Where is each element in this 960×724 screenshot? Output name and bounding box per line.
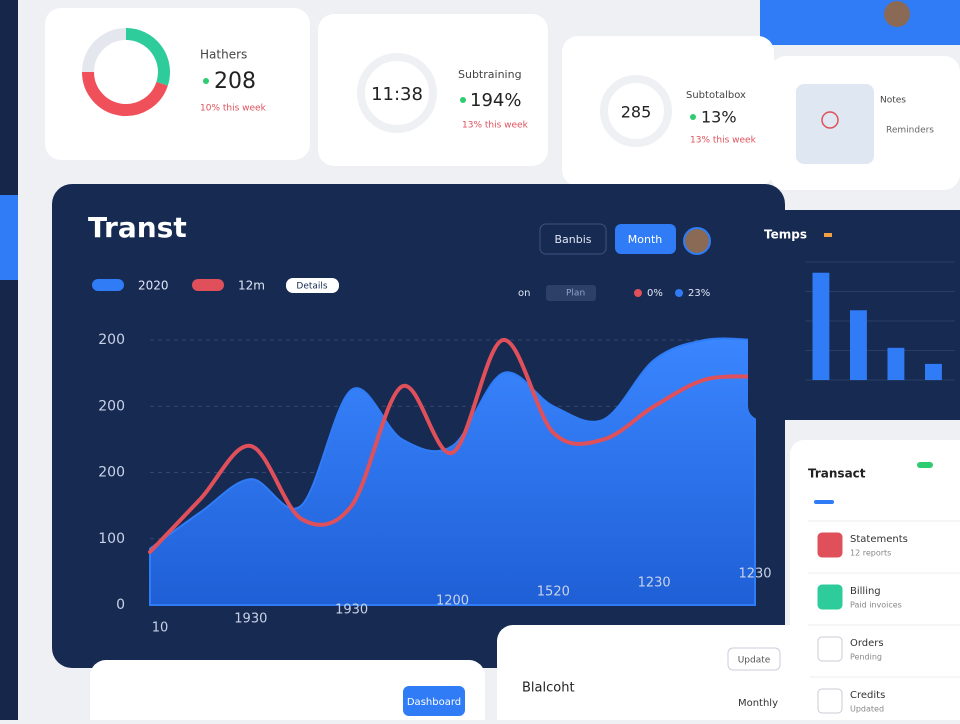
ring-label: 285: [621, 103, 652, 122]
card-note: 13% this week: [462, 121, 529, 131]
card-title: Subtotalbox: [686, 90, 746, 101]
chart-title: Temps: [764, 228, 807, 242]
x-tick-label: 1930: [335, 603, 368, 618]
y-tick-label: 0: [116, 597, 125, 613]
card-title: Notes: [880, 96, 906, 106]
y-tick-label: 200: [98, 465, 125, 481]
thumbnail: [796, 84, 874, 164]
item-label: Credits: [850, 690, 885, 701]
top-bar: [760, 0, 960, 45]
legend-label: 2020: [138, 279, 169, 293]
x-tick-label: 1230: [738, 567, 771, 582]
item-label: Orders: [850, 638, 884, 649]
donut-segment: [125, 28, 170, 86]
tag[interactable]: [727, 647, 781, 671]
card-note: 13% this week: [690, 136, 757, 146]
legend-swatch: [92, 279, 124, 291]
progress: [814, 500, 834, 504]
ring: [600, 75, 672, 147]
status: [917, 462, 933, 468]
card: [90, 660, 485, 724]
x-tick-label: 1930: [234, 612, 267, 627]
card-note: Reminders: [886, 126, 934, 136]
bar: [812, 272, 830, 380]
control-label: on: [518, 288, 530, 299]
select[interactable]: [546, 285, 596, 301]
dot: [690, 114, 696, 120]
dot: [634, 289, 642, 297]
legend-swatch: [192, 279, 224, 291]
tag-label: Monthly: [738, 698, 778, 709]
item-sub: Paid invoices: [850, 601, 902, 610]
legend-swatch: [824, 233, 832, 237]
y-tick-label: 100: [98, 531, 125, 547]
control-label: 23%: [688, 288, 710, 299]
item-label: Billing: [850, 586, 881, 597]
x-tick-label: 1230: [638, 576, 671, 591]
ring: [357, 53, 437, 133]
donut-segment: [82, 71, 168, 116]
legend-pill[interactable]: [286, 278, 339, 293]
button[interactable]: [539, 223, 607, 255]
card: [497, 625, 810, 724]
avatar[interactable]: [884, 1, 910, 27]
card-value: 194%: [470, 90, 521, 111]
bar: [850, 310, 867, 380]
card-title: Subtraining: [458, 68, 522, 81]
item-sub: 12 reports: [850, 549, 891, 558]
dot: [203, 78, 209, 84]
card-value: 13%: [701, 108, 737, 127]
button-label[interactable]: Banbis: [554, 233, 591, 246]
dot: [460, 97, 466, 103]
card-title: Blalcoht: [522, 681, 575, 696]
area: [149, 337, 756, 606]
control-label: 0%: [647, 288, 663, 299]
card-value: 208: [214, 69, 256, 94]
x-tick-label: 1520: [537, 585, 570, 600]
ring-label: 11:38: [371, 84, 423, 105]
dot: [675, 289, 683, 297]
y-tick-label: 200: [98, 332, 125, 348]
button-label[interactable]: Dashboard: [407, 697, 461, 708]
pill-label[interactable]: Details: [296, 282, 328, 292]
item-icon: [817, 584, 843, 610]
button[interactable]: [615, 224, 676, 254]
card-note: 10% this week: [200, 104, 267, 114]
bar: [925, 363, 942, 380]
button-label[interactable]: Month: [628, 233, 663, 246]
card-title: Hathers: [200, 48, 247, 62]
item-icon: [817, 688, 843, 714]
legend-label: 12m: [238, 279, 265, 293]
item-icon: [817, 636, 843, 662]
y-tick-label: 200: [98, 398, 125, 414]
bar: [887, 347, 905, 380]
x-tick-label: 10: [152, 621, 169, 636]
card: [45, 8, 310, 160]
line: [148, 338, 757, 554]
item-sub: Pending: [850, 653, 882, 662]
icon: [821, 111, 839, 129]
sidebar: [0, 0, 18, 720]
avatar[interactable]: [683, 227, 711, 255]
item-label: Statements: [850, 534, 908, 545]
sidebar-active: [0, 195, 18, 280]
select-label[interactable]: Plan: [566, 289, 585, 299]
list-title: Transact: [808, 467, 866, 481]
chart-title: Transt: [88, 211, 187, 244]
tag-label[interactable]: Update: [738, 656, 771, 666]
item-icon: [817, 532, 843, 558]
x-tick-label: 1200: [436, 594, 469, 609]
donut-segment: [82, 28, 127, 73]
item-sub: Updated: [850, 705, 884, 714]
button[interactable]: [403, 686, 465, 716]
list-card: [790, 440, 960, 724]
